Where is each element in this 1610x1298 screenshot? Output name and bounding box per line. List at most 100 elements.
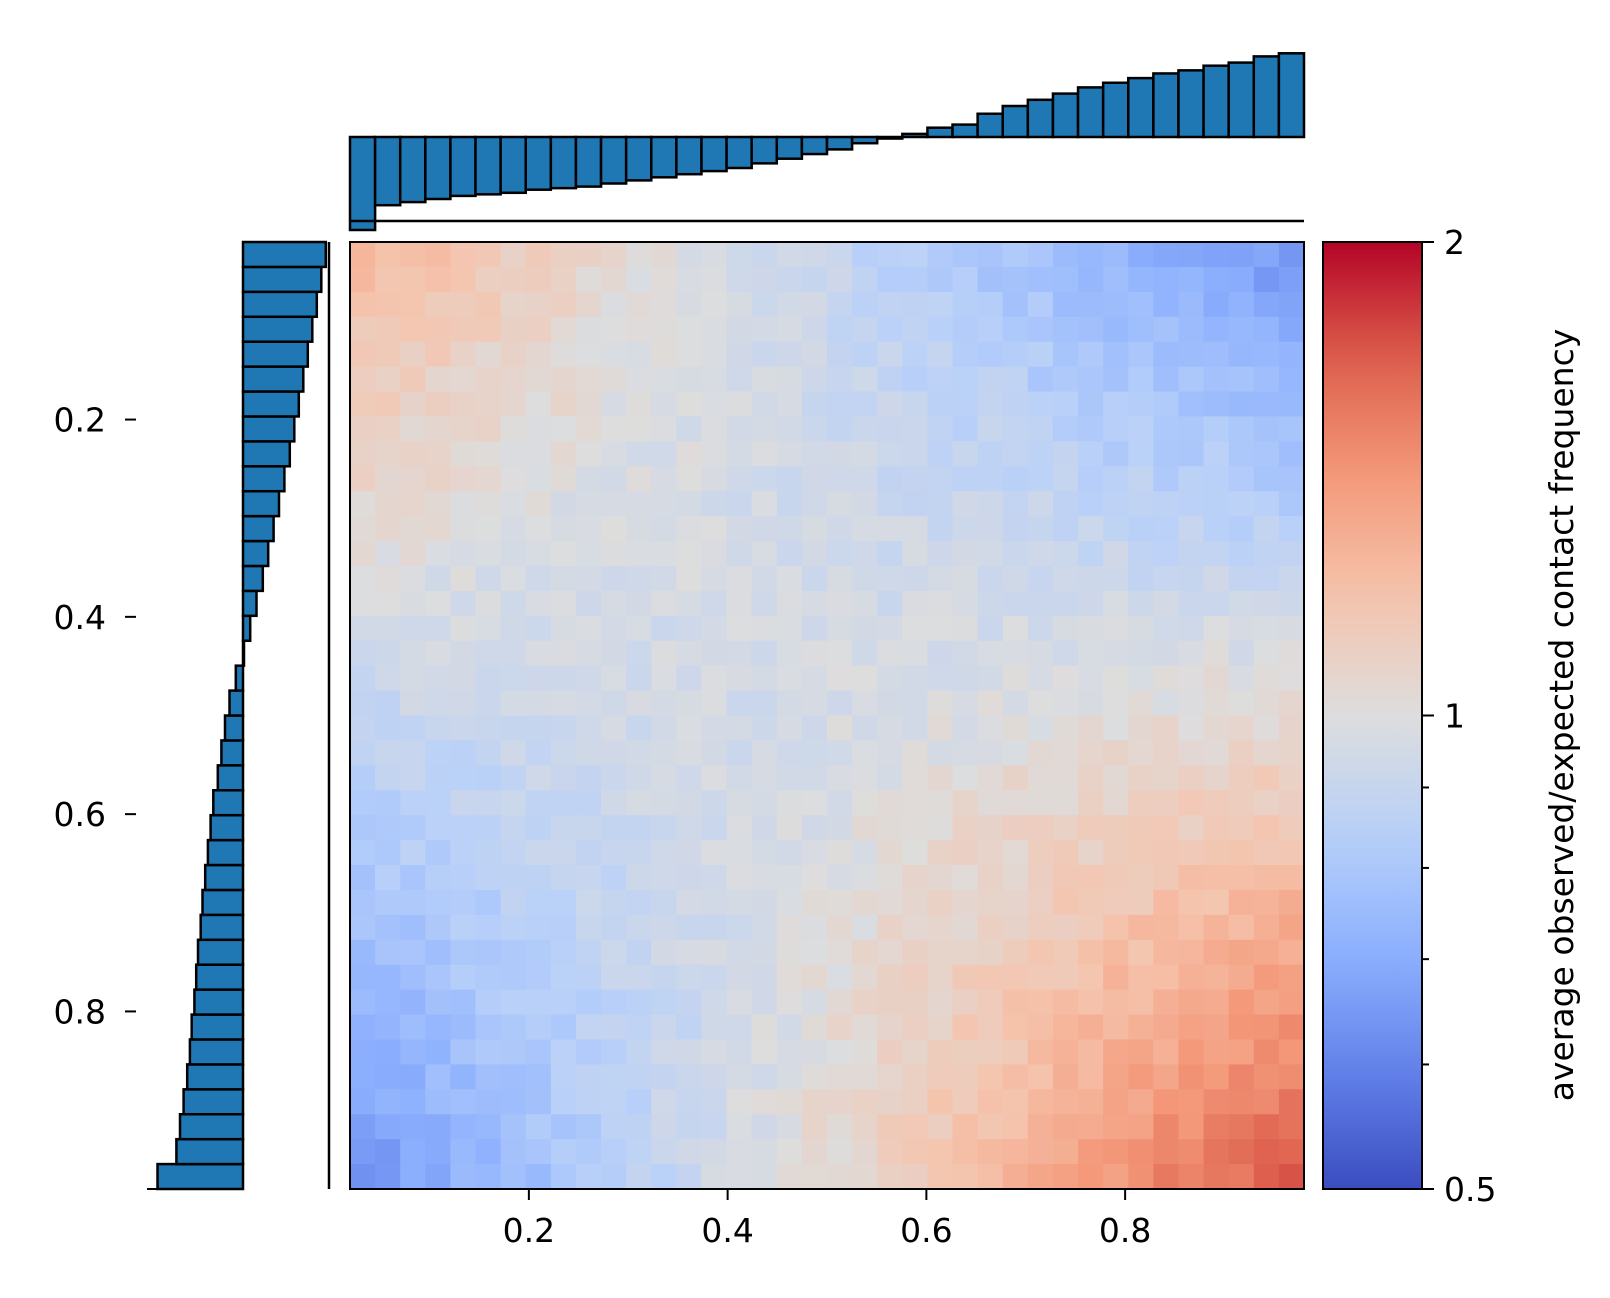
heatmap-cell bbox=[827, 1014, 853, 1041]
top-histogram-bar bbox=[549, 135, 578, 190]
heatmap-cell bbox=[1203, 939, 1230, 966]
heatmap-cell bbox=[575, 715, 602, 742]
heatmap-cell bbox=[1128, 939, 1154, 966]
heatmap-cell bbox=[927, 964, 954, 991]
heatmap-cell bbox=[852, 266, 878, 293]
heatmap-cell bbox=[626, 590, 652, 617]
heatmap-cell bbox=[626, 640, 652, 667]
heatmap-cell bbox=[801, 765, 828, 791]
heatmap-cell bbox=[1027, 516, 1054, 542]
heatmap-cell bbox=[425, 416, 452, 442]
heatmap-cell bbox=[651, 565, 677, 592]
heatmap-cell bbox=[1228, 865, 1255, 891]
heatmap-cell bbox=[651, 391, 677, 418]
heatmap-cell bbox=[601, 665, 627, 692]
heatmap-cell bbox=[1253, 964, 1280, 991]
heatmap-cell bbox=[827, 391, 853, 418]
heatmap-cell bbox=[927, 590, 954, 617]
heatmap-cell bbox=[776, 989, 803, 1016]
heatmap-cell bbox=[902, 1139, 929, 1165]
heatmap-cell bbox=[450, 242, 477, 268]
heatmap-cell bbox=[1078, 740, 1104, 766]
heatmap-cell bbox=[601, 640, 627, 667]
heatmap-cell bbox=[952, 790, 979, 816]
heatmap-cell bbox=[952, 491, 979, 517]
heatmap-cell bbox=[676, 316, 703, 343]
heatmap-cell bbox=[400, 441, 426, 467]
heatmap-cell bbox=[450, 1114, 477, 1140]
heatmap-cell bbox=[726, 665, 753, 692]
heatmap-cell bbox=[450, 366, 477, 393]
heatmap-cell bbox=[450, 1089, 477, 1115]
heatmap-cell bbox=[927, 939, 954, 966]
heatmap-cell bbox=[525, 565, 552, 592]
heatmap-cell bbox=[1078, 590, 1104, 617]
heatmap-cell bbox=[375, 840, 401, 866]
heatmap-cell bbox=[1203, 316, 1230, 343]
heatmap-cell bbox=[726, 815, 753, 841]
heatmap-cell bbox=[1178, 640, 1205, 667]
heatmap-cell bbox=[1103, 316, 1129, 343]
heatmap-cell bbox=[626, 1064, 652, 1090]
heatmap-cell bbox=[601, 341, 627, 368]
heatmap-cell bbox=[400, 1014, 426, 1041]
heatmap-cell bbox=[1203, 765, 1230, 791]
heatmap-cell bbox=[475, 341, 502, 368]
heatmap-cell bbox=[676, 939, 703, 966]
heatmap-cell bbox=[1128, 466, 1154, 492]
heatmap-cell bbox=[1203, 964, 1230, 991]
heatmap-cell bbox=[601, 491, 627, 517]
heatmap-cell bbox=[400, 865, 426, 891]
left-histogram-bar bbox=[209, 813, 245, 842]
heatmap-cell bbox=[1203, 491, 1230, 517]
heatmap-cell bbox=[977, 516, 1004, 542]
top-histogram-bar bbox=[424, 135, 452, 201]
heatmap-cell bbox=[701, 541, 728, 567]
heatmap-cell bbox=[375, 391, 401, 418]
heatmap-cell bbox=[575, 790, 602, 816]
heatmap-cell bbox=[1027, 266, 1054, 293]
heatmap-cell bbox=[852, 565, 878, 592]
heatmap-cell bbox=[1052, 366, 1079, 393]
top-histogram-bar bbox=[524, 135, 553, 191]
heatmap-cell bbox=[1253, 341, 1280, 368]
heatmap-cell bbox=[827, 316, 853, 343]
heatmap-cell bbox=[1052, 939, 1079, 966]
heatmap-cell bbox=[1203, 341, 1230, 368]
heatmap-cell bbox=[525, 1164, 552, 1190]
heatmap-cell bbox=[475, 1064, 502, 1090]
heatmap-cell bbox=[1052, 840, 1079, 866]
heatmap-cell bbox=[801, 815, 828, 841]
heatmap-cell bbox=[525, 640, 552, 667]
left-histogram-bar bbox=[199, 913, 245, 942]
top-histogram-bar bbox=[650, 135, 678, 179]
heatmap-cell bbox=[902, 640, 929, 667]
heatmap-cell bbox=[1178, 740, 1205, 766]
heatmap-cell bbox=[651, 441, 677, 467]
heatmap-cell bbox=[1153, 914, 1180, 941]
heatmap-cell bbox=[977, 989, 1004, 1016]
heatmap-cell bbox=[651, 316, 677, 343]
heatmap-cell bbox=[626, 815, 652, 841]
heatmap-cell bbox=[952, 416, 979, 442]
heatmap-cell bbox=[1228, 1014, 1255, 1041]
heatmap-cell bbox=[676, 565, 703, 592]
heatmap-cell bbox=[475, 466, 502, 492]
heatmap-cell bbox=[852, 889, 878, 916]
left-histogram-bar bbox=[241, 390, 301, 418]
heatmap-cell bbox=[801, 366, 828, 393]
heatmap-cell bbox=[1253, 815, 1280, 841]
heatmap-cell bbox=[575, 1039, 602, 1065]
heatmap-cell bbox=[475, 1164, 502, 1190]
heatmap-cell bbox=[1278, 590, 1305, 617]
heatmap-cell bbox=[575, 341, 602, 368]
heatmap-cell bbox=[1128, 242, 1154, 268]
heatmap-cell bbox=[1027, 1064, 1054, 1090]
heatmap-cell bbox=[1153, 316, 1180, 343]
heatmap-cell bbox=[827, 1089, 853, 1115]
heatmap-cell bbox=[1002, 565, 1029, 592]
heatmap-cell bbox=[801, 1164, 828, 1190]
heatmap-cell bbox=[776, 964, 803, 991]
heatmap-cell bbox=[350, 615, 376, 642]
heatmap-cell bbox=[601, 790, 627, 816]
